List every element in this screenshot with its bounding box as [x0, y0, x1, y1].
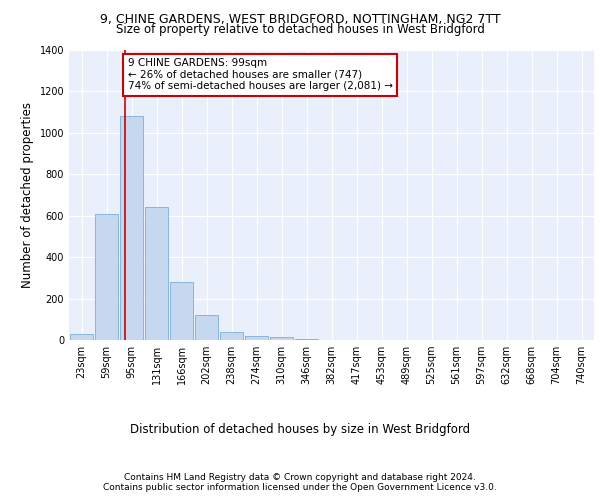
- Bar: [269, 337, 293, 340]
- Text: 9, CHINE GARDENS, WEST BRIDGFORD, NOTTINGHAM, NG2 7TT: 9, CHINE GARDENS, WEST BRIDGFORD, NOTTIN…: [100, 12, 500, 26]
- Bar: [220, 332, 244, 340]
- Bar: [194, 315, 218, 340]
- Text: Contains public sector information licensed under the Open Government Licence v3: Contains public sector information licen…: [103, 484, 497, 492]
- Text: Contains HM Land Registry data © Crown copyright and database right 2024.: Contains HM Land Registry data © Crown c…: [124, 472, 476, 482]
- Text: Distribution of detached houses by size in West Bridgford: Distribution of detached houses by size …: [130, 422, 470, 436]
- Bar: [170, 282, 193, 340]
- Text: 9 CHINE GARDENS: 99sqm
← 26% of detached houses are smaller (747)
74% of semi-de: 9 CHINE GARDENS: 99sqm ← 26% of detached…: [128, 58, 392, 92]
- Bar: [119, 116, 143, 340]
- Bar: [295, 339, 319, 340]
- Text: Size of property relative to detached houses in West Bridgford: Size of property relative to detached ho…: [116, 22, 484, 36]
- Bar: [145, 208, 169, 340]
- Bar: [70, 334, 94, 340]
- Bar: [95, 214, 118, 340]
- Y-axis label: Number of detached properties: Number of detached properties: [21, 102, 34, 288]
- Bar: [245, 336, 268, 340]
